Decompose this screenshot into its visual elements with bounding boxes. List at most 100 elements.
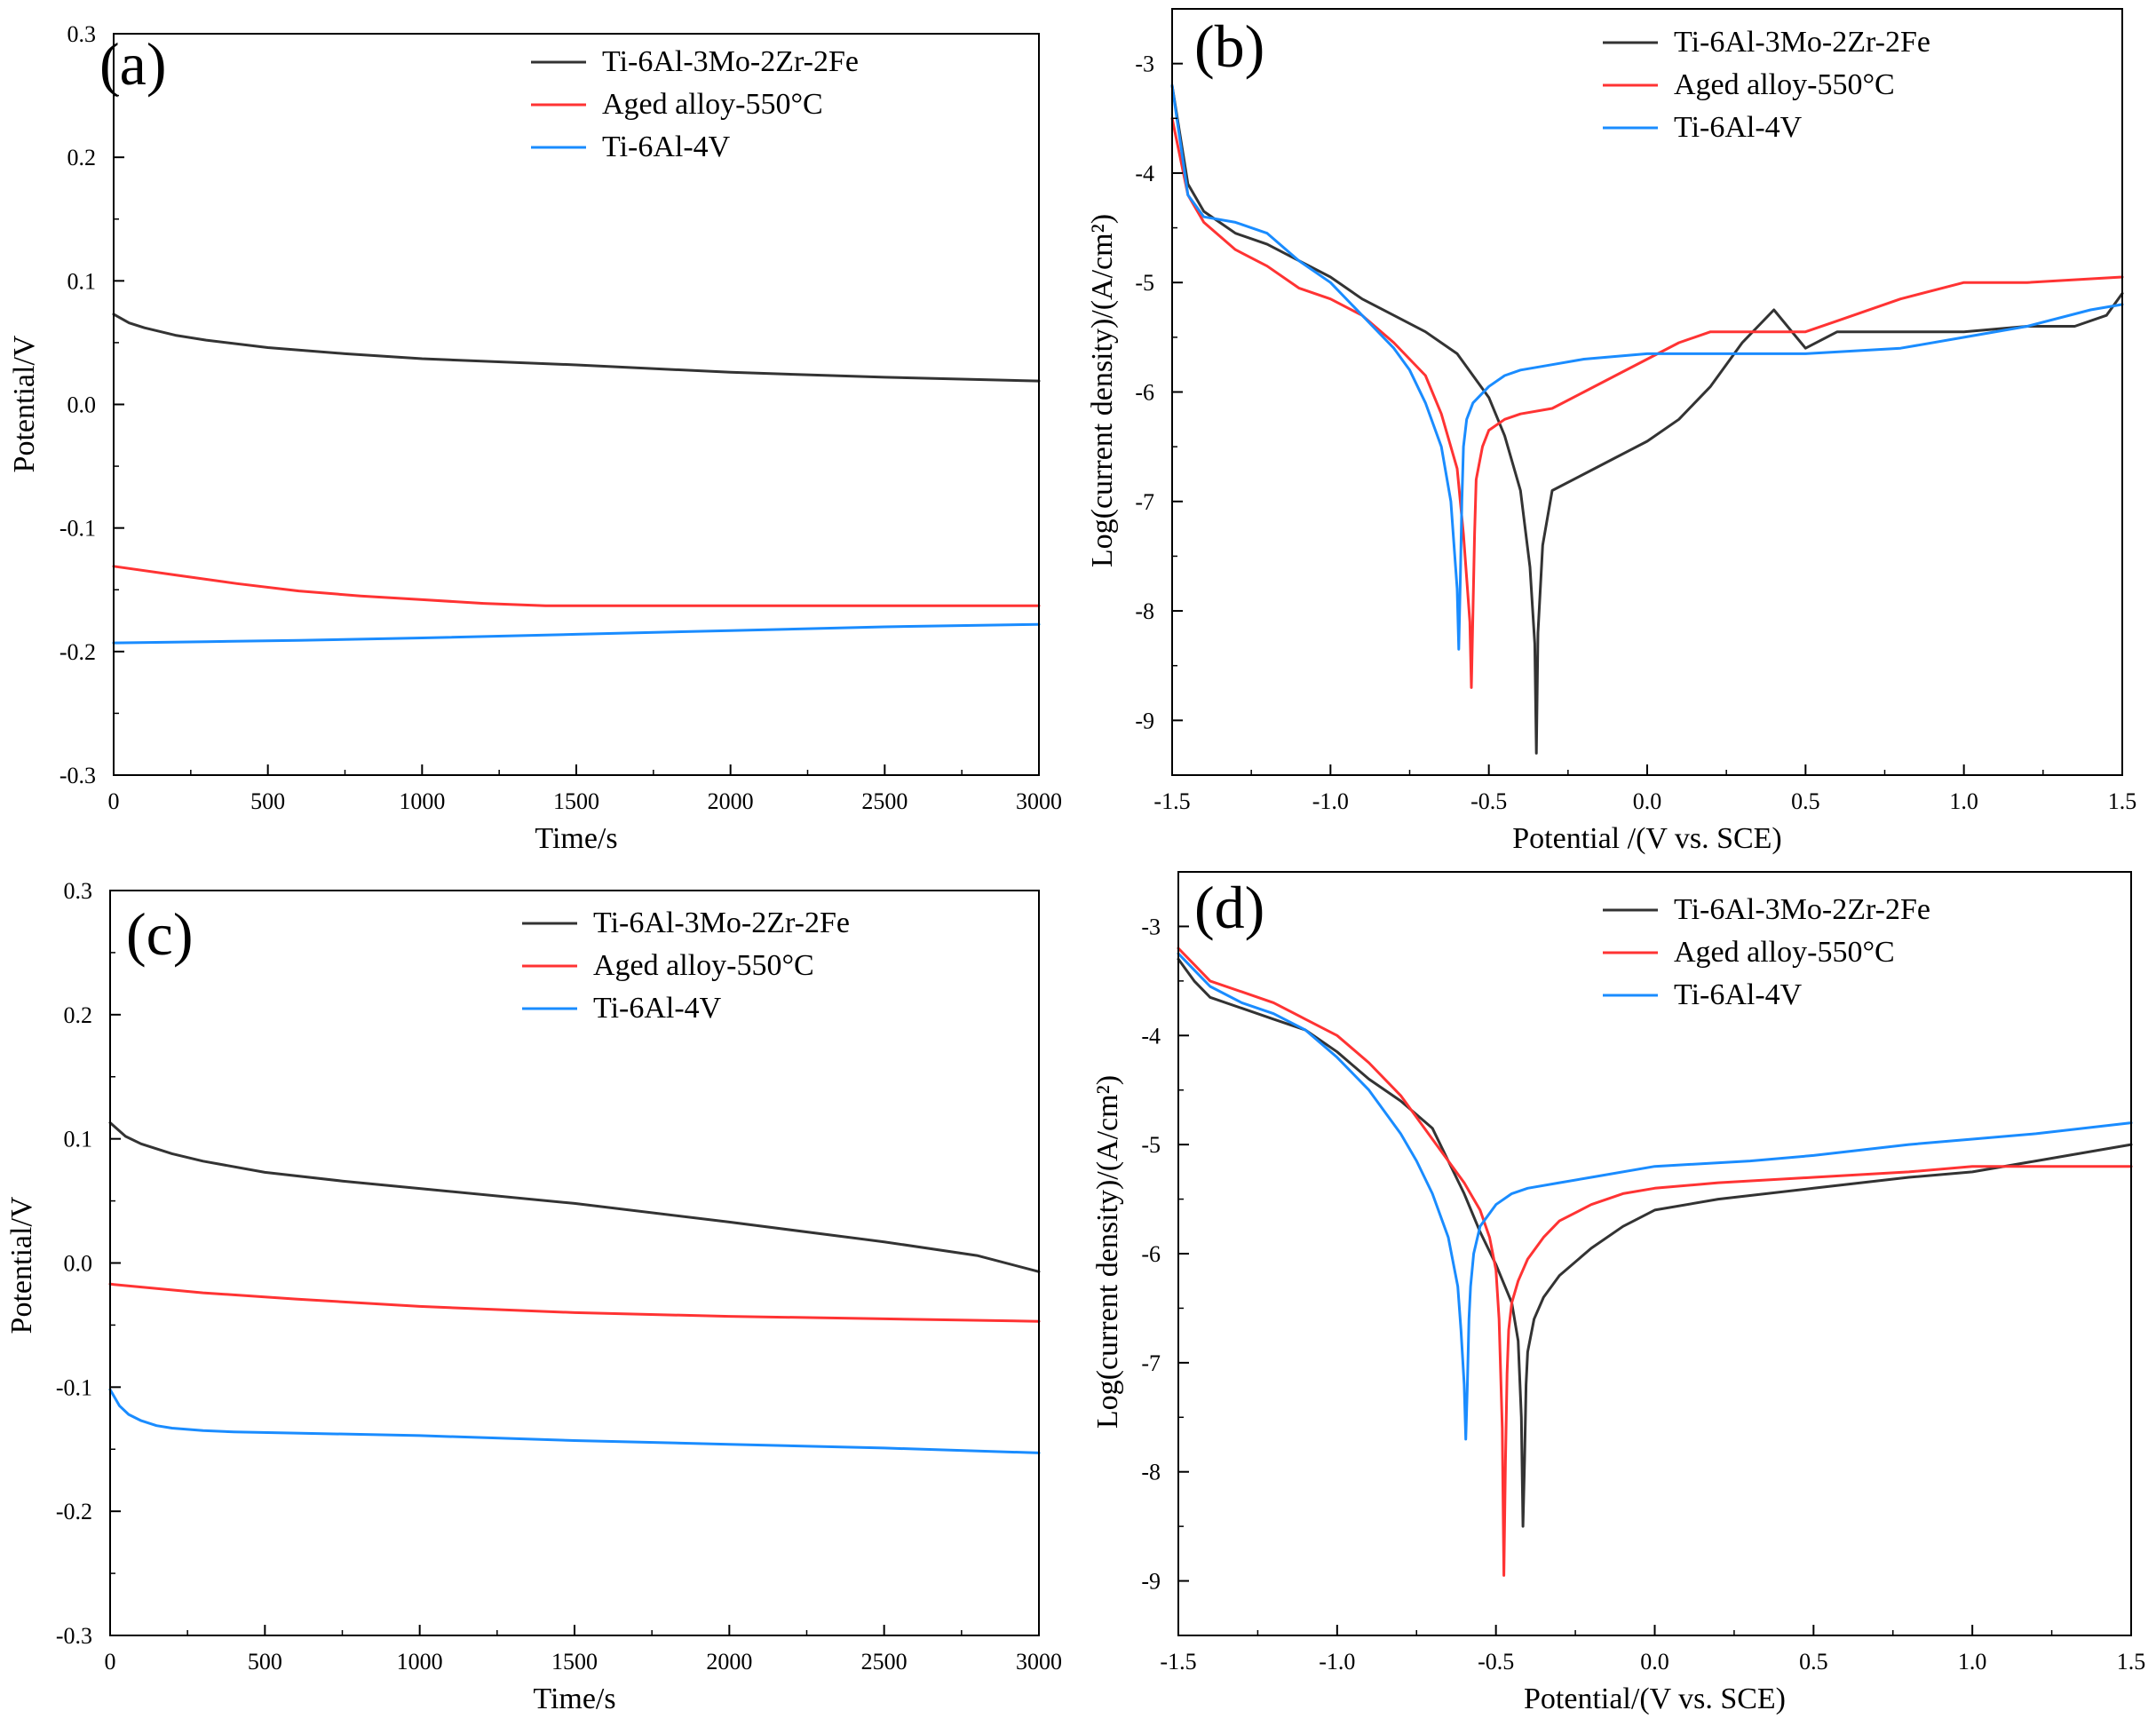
series-line-3 <box>112 622 1041 645</box>
x-tick-label: 3000 <box>1016 788 1062 814</box>
legend-entry: Ti-6Al-4V <box>602 131 731 163</box>
y-tick-label: -5 <box>1141 1132 1161 1158</box>
x-tick-label: 1000 <box>397 1649 443 1675</box>
y-tick-label: -0.1 <box>56 1374 92 1400</box>
legend-entry: Ti-6Al-4V <box>593 992 722 1025</box>
y-tick-label: -9 <box>1135 708 1154 733</box>
panel-label: (a) <box>99 30 166 98</box>
series-line-3 <box>108 1388 1041 1454</box>
x-tick-label: 0 <box>108 788 120 814</box>
y-tick-label: 0.3 <box>67 21 97 47</box>
y-tick-label: -0.2 <box>56 1499 92 1524</box>
x-tick-label: -0.5 <box>1478 1649 1514 1675</box>
panel-c: 0 500 1000 1500 2000 2500 3000 -0.3 -0.2 -0.1 0.0 0… <box>5 878 1062 1715</box>
legend-entry: Ti-6Al-3Mo-2Zr-2Fe <box>602 45 859 78</box>
panel-label: (b) <box>1194 12 1264 80</box>
y-tick-label: -8 <box>1141 1460 1161 1485</box>
y-tick-label: -6 <box>1135 380 1154 406</box>
x-tick-label: 1500 <box>553 788 599 814</box>
y-axis-title: Log(current density)/(A/cm²) <box>1091 1075 1124 1429</box>
series-line-2 <box>1170 116 2124 689</box>
y-axis-title: Potential/V <box>8 335 41 472</box>
series-line-3 <box>1170 83 2124 651</box>
x-tick-label: 0.0 <box>1640 1649 1669 1675</box>
panel-b: -1.5 -1.0 -0.5 0.0 0.5 1.0 1.5 -9 -8 -7 -6 -5 -4 -3 Po… <box>1086 8 2137 855</box>
x-tick-label: -1.5 <box>1153 788 1190 814</box>
x-tick-label: 0.0 <box>1633 788 1662 814</box>
legend-entry: Aged alloy-550°C <box>1674 936 1895 969</box>
y-tick-label: -0.3 <box>59 763 96 788</box>
series-line-1 <box>1177 957 2133 1528</box>
y-tick-label: -0.3 <box>56 1623 92 1649</box>
x-tick-label: 1.0 <box>1958 1649 1987 1675</box>
y-tick-label: -0.2 <box>59 639 96 665</box>
y-tick-label: -8 <box>1135 598 1154 624</box>
x-tick-label: -1.5 <box>1160 1649 1196 1675</box>
y-tick-label: 0.2 <box>67 145 97 170</box>
panel-label: (c) <box>126 900 193 968</box>
legend-entry: Aged alloy-550°C <box>602 88 823 121</box>
x-tick-label: 2000 <box>708 788 754 814</box>
x-tick-label: 1.0 <box>1949 788 1978 814</box>
y-tick-label: 0.0 <box>67 392 97 418</box>
series-line-1 <box>1170 83 2124 755</box>
series-line-1 <box>112 313 1041 383</box>
x-tick-label: 1.5 <box>2108 788 2137 814</box>
x-axis-title: Time/s <box>535 822 617 855</box>
y-tick-label: -9 <box>1141 1569 1161 1595</box>
y-tick-label: -7 <box>1135 489 1154 515</box>
x-tick-label: 0.5 <box>1791 788 1820 814</box>
series-line-2 <box>108 1282 1041 1323</box>
y-tick-label: 0.2 <box>64 1002 93 1028</box>
x-tick-label: -1.0 <box>1319 1649 1355 1675</box>
y-tick-label: -7 <box>1141 1350 1161 1376</box>
legend-entry: Ti-6Al-3Mo-2Zr-2Fe <box>593 907 850 939</box>
y-tick-label: -0.1 <box>59 516 96 542</box>
y-tick-label: 0.3 <box>64 878 93 904</box>
x-tick-label: 2500 <box>861 1649 908 1675</box>
y-tick-label: 0.1 <box>64 1127 93 1152</box>
series-line-1 <box>108 1121 1041 1273</box>
plot-frame <box>1171 8 2123 776</box>
x-tick-label: 500 <box>248 1649 282 1675</box>
x-tick-label: 1.5 <box>2117 1649 2146 1675</box>
x-tick-label: 1000 <box>399 788 445 814</box>
y-tick-label: -3 <box>1135 51 1154 77</box>
x-axis-title: Time/s <box>533 1683 615 1715</box>
y-tick-label: -4 <box>1135 161 1154 186</box>
y-tick-label: -5 <box>1135 270 1154 296</box>
y-tick-label: -6 <box>1141 1241 1161 1267</box>
panel-a: 0 500 1000 1500 2000 2500 3000 -0.3 -0.2 -0.1 0.0 0… <box>8 21 1062 855</box>
y-axis-title: Potential/V <box>5 1196 38 1334</box>
legend-entry: Ti-6Al-4V <box>1674 978 1803 1011</box>
x-tick-label: 500 <box>250 788 285 814</box>
x-tick-label: -1.0 <box>1312 788 1349 814</box>
panel-d: -1.5 -1.0 -0.5 0.0 0.5 1.0 1.5 -9 -8 -7 -6 -5 -4 -3 Po… <box>1091 871 2146 1715</box>
x-axis-title: Potential /(V vs. SCE) <box>1512 822 1782 855</box>
legend-entry: Ti-6Al-3Mo-2Zr-2Fe <box>1674 26 1930 59</box>
x-tick-label: 3000 <box>1016 1649 1062 1675</box>
series-line-2 <box>112 565 1041 607</box>
y-axis-title: Log(current density)/(A/cm²) <box>1086 214 1119 567</box>
plot-frame <box>1177 871 2132 1636</box>
y-tick-label: 0.0 <box>64 1251 93 1277</box>
x-tick-label: 2000 <box>706 1649 752 1675</box>
legend-entry: Aged alloy-550°C <box>593 949 814 982</box>
legend-entry: Aged alloy-550°C <box>1674 68 1895 101</box>
legend-entry: Ti-6Al-3Mo-2Zr-2Fe <box>1674 893 1930 926</box>
plot-frame <box>113 33 1040 776</box>
x-tick-label: 2500 <box>861 788 908 814</box>
x-axis-title: Potential/(V vs. SCE) <box>1524 1683 1786 1715</box>
x-tick-label: 0.5 <box>1799 1649 1828 1675</box>
panel-label: (d) <box>1194 874 1264 941</box>
y-tick-label: 0.1 <box>67 268 97 294</box>
series-line-2 <box>1177 946 2133 1577</box>
legend-entry: Ti-6Al-4V <box>1674 111 1803 144</box>
x-tick-label: 1500 <box>551 1649 598 1675</box>
series-line-3 <box>1177 952 2133 1441</box>
x-tick-label: -0.5 <box>1470 788 1507 814</box>
y-tick-label: -3 <box>1141 914 1161 939</box>
y-tick-label: -4 <box>1141 1023 1161 1049</box>
plot-frame <box>109 890 1040 1636</box>
